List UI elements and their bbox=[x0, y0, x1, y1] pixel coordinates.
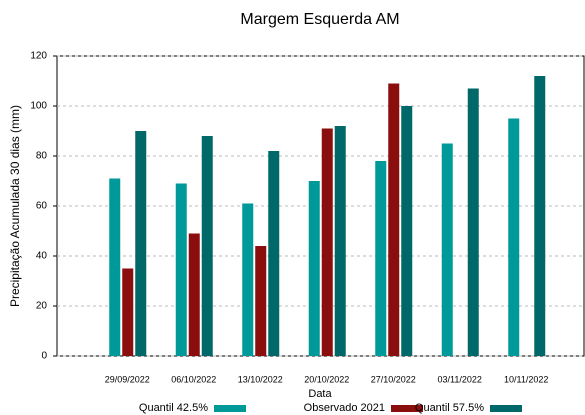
bar bbox=[135, 131, 147, 356]
bar bbox=[188, 233, 200, 356]
x-tick-label: 06/10/2022 bbox=[171, 374, 216, 384]
bar bbox=[467, 88, 479, 356]
y-tick-label: 20 bbox=[36, 301, 48, 312]
bar bbox=[401, 106, 413, 356]
bar bbox=[388, 83, 400, 356]
x-tick-label: 20/10/2022 bbox=[304, 374, 349, 384]
x-axis-label: Data bbox=[308, 388, 332, 400]
legend-swatch bbox=[214, 405, 246, 412]
y-tick-label: 80 bbox=[36, 151, 48, 162]
legend-swatch bbox=[490, 405, 522, 412]
x-tick-label: 03/11/2022 bbox=[438, 374, 482, 384]
y-tick-label: 40 bbox=[36, 251, 48, 262]
chart-title: Margem Esquerda AM bbox=[240, 11, 399, 28]
y-tick-label: 100 bbox=[30, 101, 47, 112]
bar bbox=[242, 203, 254, 356]
y-axis-label: Precipitação Acumulada 30 dias (mm) bbox=[8, 105, 22, 307]
bar bbox=[334, 126, 346, 356]
bar bbox=[321, 128, 333, 356]
x-tick-label: 10/11/2022 bbox=[504, 374, 548, 384]
y-tick-label: 60 bbox=[36, 201, 48, 212]
bar bbox=[201, 136, 213, 356]
x-tick-label: 27/10/2022 bbox=[371, 374, 416, 384]
bar bbox=[308, 181, 320, 356]
y-tick-label: 0 bbox=[41, 351, 47, 362]
bar bbox=[175, 183, 187, 356]
x-tick-label: 29/09/2022 bbox=[105, 374, 150, 384]
bar bbox=[375, 161, 387, 356]
bar bbox=[268, 151, 280, 356]
legend-label: Quantil 57.5% bbox=[415, 402, 484, 414]
bar bbox=[508, 118, 520, 356]
bar bbox=[441, 143, 453, 356]
bar bbox=[255, 246, 267, 356]
x-tick-label: 13/10/2022 bbox=[238, 374, 283, 384]
legend-label: Quantil 42.5% bbox=[139, 402, 208, 414]
bar bbox=[122, 268, 134, 356]
bar bbox=[109, 178, 121, 356]
legend-swatch bbox=[391, 405, 423, 412]
bar bbox=[534, 76, 546, 356]
y-tick-label: 120 bbox=[30, 51, 47, 62]
legend-label: Observado 2021 bbox=[304, 402, 385, 414]
